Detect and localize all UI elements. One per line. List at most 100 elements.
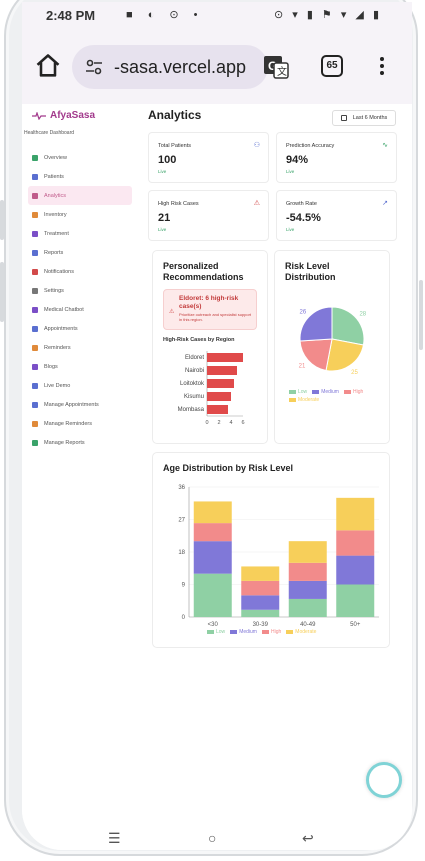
stat-note: Live [158, 227, 167, 232]
legend-label: Medium [239, 629, 257, 635]
stacked-bar-segment [336, 555, 375, 585]
sidebar-item-icon [32, 154, 38, 161]
date-range-button[interactable]: Last 6 Months [332, 110, 396, 126]
stacked-bar-segment [193, 541, 232, 574]
legend-item: Moderate [286, 629, 316, 635]
back-button[interactable]: ↩ [302, 830, 314, 846]
sidebar-item-settings[interactable]: Settings [28, 281, 132, 300]
stacked-bar-segment [288, 598, 327, 617]
risk-pie-chart: 28 25 21 26 [299, 306, 367, 376]
sidebar-item-label: Treatment [44, 230, 69, 237]
home-button[interactable]: ○ [208, 830, 217, 846]
brand-name: AfyaSasa [50, 110, 96, 121]
sidebar-item-icon [32, 344, 38, 351]
sidebar-item-icon [32, 363, 38, 370]
x-tick-label: 0 [205, 420, 208, 426]
legend-swatch [289, 398, 296, 402]
trending-icon: ↗ [382, 200, 388, 207]
region-label: Nairobi [185, 368, 204, 374]
region-bar [207, 379, 234, 388]
sidebar-item-label: Inventory [44, 211, 67, 218]
stat-label: High Risk Cases [158, 201, 199, 207]
stat-label: Total Patients [158, 143, 192, 149]
brand[interactable]: AfyaSasa [32, 110, 95, 121]
sidebar-item-label: Medical Chatbot [44, 306, 84, 313]
legend-item: Medium [312, 389, 339, 395]
region-bar [207, 392, 231, 401]
sidebar-item-icon [32, 249, 38, 256]
status-bar: 2:48 PM ■ ◐ ⊙ • ⊙ ▾ ▮ ⚑ ▾ ◢ ▮ [22, 2, 412, 28]
site-settings-icon[interactable] [84, 57, 104, 77]
sidebar-item-label: Overview [44, 154, 67, 161]
stacked-bar-segment [193, 573, 232, 617]
sidebar-item-patients[interactable]: Patients [28, 167, 132, 186]
sidebar-item-inventory[interactable]: Inventory [28, 205, 132, 224]
browser-toolbar: -sasa.vercel.app G 文 65 [22, 28, 412, 104]
sidebar-item-label: Settings [44, 287, 64, 294]
sidebar-item-manage-appointments[interactable]: Manage Appointments [28, 395, 132, 414]
sidebar-nav: Overview Patients Analytics Inventory Treatm… [28, 148, 132, 452]
legend-label: Low [216, 629, 226, 635]
floating-action-button[interactable] [366, 762, 402, 798]
x-tick-label: 4 [229, 420, 232, 426]
x-tick-label: <30 [208, 622, 219, 627]
url-text: -sasa.vercel.app [114, 56, 247, 77]
pie-slice-label: 28 [359, 312, 366, 318]
legend-item: High [343, 389, 364, 395]
region-chart-title: High-Risk Cases by Region [163, 337, 235, 343]
users-icon: ⚇ [253, 142, 260, 149]
phone-screen: 2:48 PM ■ ◐ ⊙ • ⊙ ▾ ▮ ⚑ ▾ ◢ ▮ -sasa.verc… [22, 2, 412, 850]
status-icons-right: ⊙ ▾ ▮ ⚑ ▾ ◢ ▮ [273, 9, 382, 21]
recents-button[interactable]: ☰ [108, 830, 121, 846]
date-range-label: Last 6 Months [352, 115, 388, 121]
sidebar-item-label: Manage Reports [44, 439, 85, 446]
legend-item: High [261, 629, 281, 635]
sidebar-item-icon [32, 306, 38, 313]
sidebar-item-treatment[interactable]: Treatment [28, 224, 132, 243]
stat-value: 21 [158, 212, 171, 224]
translate-icon[interactable]: G 文 [262, 53, 290, 81]
sidebar-item-analytics[interactable]: Analytics [28, 186, 132, 205]
sidebar-item-icon [32, 420, 38, 427]
phone-side-button [0, 262, 4, 322]
pie-legend: Low Medium High Moderate [289, 389, 381, 405]
sidebar-item-live-demo[interactable]: Live Demo [28, 376, 132, 395]
legend-swatch [286, 630, 294, 634]
sidebar-item-overview[interactable]: Overview [28, 148, 132, 167]
legend-label: High [352, 389, 364, 395]
sidebar-item-label: Manage Reminders [44, 420, 92, 427]
svg-text:G: G [268, 59, 277, 73]
sidebar-item-medical-chatbot[interactable]: Medical Chatbot [28, 300, 132, 319]
sidebar-item-appointments[interactable]: Appointments [28, 319, 132, 338]
more-menu-icon[interactable] [377, 54, 387, 80]
sidebar-item-label: Blogs [44, 363, 58, 370]
x-tick-label: 30-39 [253, 622, 269, 627]
legend-swatch [207, 630, 214, 634]
brand-subtitle: Healthcare Dashboard [24, 130, 75, 136]
sidebar-item-reminders[interactable]: Reminders [28, 338, 132, 357]
page-title: Analytics [148, 108, 202, 122]
sidebar-item-label: Appointments [44, 325, 78, 332]
alert-title: Eldoret: 6 high-risk case(s) [179, 295, 239, 310]
risk-distribution-title: Risk Level Distribution [285, 261, 336, 282]
sidebar-item-reports[interactable]: Reports [28, 243, 132, 262]
sidebar-item-label: Notifications [44, 268, 74, 275]
sidebar-item-blogs[interactable]: Blogs [28, 357, 132, 376]
stat-card-growth-rate: Growth Rate -54.5% Live ↗ [276, 190, 397, 241]
sidebar-item-manage-reports[interactable]: Manage Reports [28, 433, 132, 452]
legend-item: Moderate [289, 397, 319, 403]
stat-card-prediction-accuracy: Prediction Accuracy 94% Live ∿ [276, 132, 397, 183]
stat-label: Growth Rate [286, 201, 317, 207]
stacked-bar-segment [336, 584, 375, 617]
sidebar-item-manage-reminders[interactable]: Manage Reminders [28, 414, 132, 433]
age-distribution-card: Age Distribution by Risk Level 0 9 18 27 36 <… [152, 452, 390, 648]
android-nav-bar: ☰ ○ ↩ [22, 822, 412, 850]
stat-note: Live [286, 227, 295, 232]
age-distribution-title: Age Distribution by Risk Level [163, 463, 294, 473]
address-bar[interactable]: -sasa.vercel.app [72, 45, 268, 89]
tab-switcher-button[interactable]: 65 [321, 55, 343, 77]
home-icon[interactable] [34, 52, 62, 80]
sidebar-item-notifications[interactable]: Notifications [28, 262, 132, 281]
legend-label: Low [298, 389, 308, 395]
age-stacked-chart: 0 9 18 27 36 <30 30-39 40-49 50+ [178, 485, 379, 627]
